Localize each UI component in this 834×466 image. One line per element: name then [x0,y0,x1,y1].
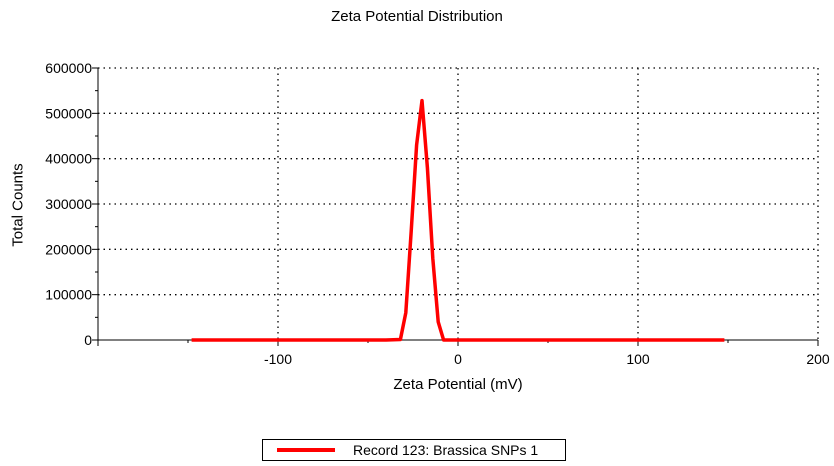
x-axis-label: Zeta Potential (mV) [393,376,523,393]
y-tick-label: 100000 [45,287,92,303]
y-tick-label: 400000 [45,151,92,167]
y-axis-label: Total Counts [9,163,27,247]
x-tick-label: 200 [806,351,830,367]
legend-entry: Record 123: Brassica SNPs 1 [353,442,539,458]
y-tick-label: 300000 [45,196,92,212]
y-tick-label: 200000 [45,241,92,257]
x-tick-label: 100 [626,351,650,367]
x-tick-label: -100 [264,351,292,367]
legend: Record 123: Brassica SNPs 1 [262,439,566,461]
chart-title: Zeta Potential Distribution [331,8,503,25]
series-line [191,98,725,342]
legend-swatch [277,448,335,452]
y-tick-label: 500000 [45,105,92,121]
x-tick-label: 0 [454,351,462,367]
y-tick-label: 600000 [45,60,92,76]
y-tick-label: 0 [84,332,92,348]
